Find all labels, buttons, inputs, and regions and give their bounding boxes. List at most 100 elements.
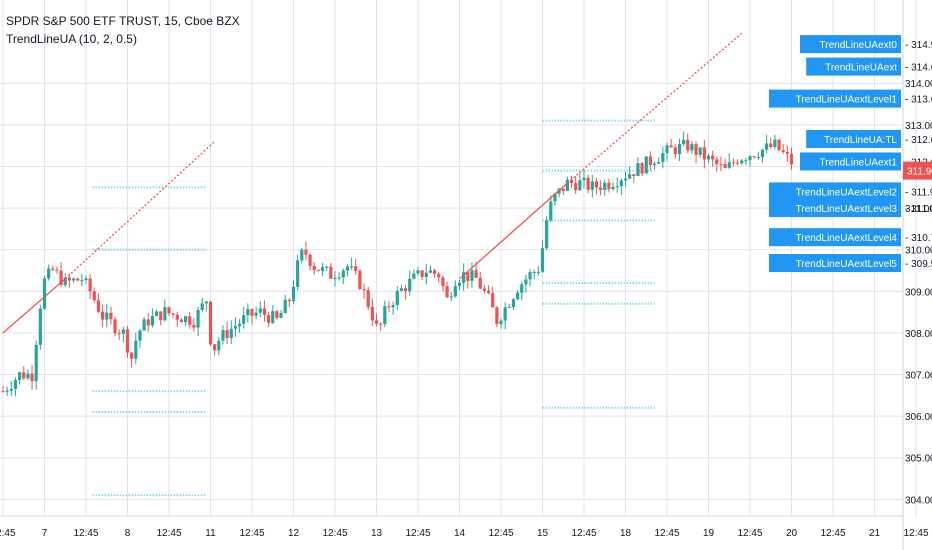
candle-body bbox=[532, 271, 536, 273]
candle-body bbox=[101, 311, 105, 320]
candle-body bbox=[121, 329, 125, 334]
x-tick-label: 21 bbox=[869, 528, 881, 539]
candle-body bbox=[150, 316, 154, 326]
candle-body bbox=[420, 270, 424, 277]
candle-body bbox=[146, 319, 150, 326]
candle-body bbox=[491, 293, 495, 308]
y-tick-label: 310.00 bbox=[905, 246, 932, 257]
candle-body bbox=[171, 313, 175, 315]
candle-body bbox=[213, 344, 217, 351]
candle-body bbox=[673, 147, 677, 155]
candle-body bbox=[142, 319, 146, 331]
indicator-tag-label-bg bbox=[769, 253, 901, 272]
indicator-tag-label-bg bbox=[769, 182, 901, 201]
candle-body bbox=[320, 266, 325, 271]
candle-body bbox=[482, 288, 486, 291]
x-tick-label: 12:45 bbox=[488, 528, 513, 539]
indicator-tag-label: TrendLineUA:TL bbox=[824, 135, 897, 146]
x-tick-label: 12 bbox=[288, 528, 300, 539]
candle-body bbox=[308, 254, 312, 266]
indicator-tag-value: - 314.67 bbox=[905, 63, 932, 74]
current-price-bg bbox=[903, 161, 932, 180]
candle-body bbox=[287, 299, 291, 302]
indicator-tag-value: - 311.00 bbox=[905, 204, 932, 215]
candle-body bbox=[9, 388, 13, 391]
candle-body bbox=[470, 270, 474, 281]
candle-body bbox=[686, 139, 690, 151]
indicator-tag-value: - 314.94 bbox=[905, 40, 932, 51]
y-tick-label: 313.00 bbox=[905, 121, 932, 132]
indicator-tag-label: TrendLineUAextLevel1 bbox=[796, 95, 898, 106]
candle-body bbox=[233, 326, 237, 329]
y-tick-label: 304.00 bbox=[905, 495, 932, 506]
indicator-tag: TrendLineUAextLevel5 - 309.52 bbox=[769, 253, 932, 272]
candle-body bbox=[760, 149, 765, 158]
candle-body bbox=[55, 269, 59, 271]
candle-body bbox=[578, 180, 582, 191]
candle-body bbox=[13, 379, 18, 389]
symbol-title[interactable]: SPDR S&P 500 ETF TRUST, 15, Cboe BZX bbox=[6, 14, 240, 28]
candle-body bbox=[785, 151, 789, 154]
candle-body bbox=[503, 307, 507, 321]
candle-body bbox=[237, 323, 242, 327]
candle-body bbox=[669, 145, 673, 148]
y-tick-label: 309.00 bbox=[905, 287, 932, 298]
indicator-tag-label-bg bbox=[800, 152, 901, 171]
current-price-tag: 311.90 bbox=[903, 161, 932, 180]
indicator-tag: TrendLineUAextLevel4 - 310.72 bbox=[769, 228, 932, 247]
candle-body bbox=[63, 277, 67, 285]
candle-body bbox=[316, 269, 320, 271]
price-axis[interactable]: 304.00 305.00 306.00 307.00 308.00 309.00 310.… bbox=[902, 0, 932, 550]
candle-body bbox=[781, 150, 785, 152]
x-tick-label: 12:45 bbox=[322, 528, 347, 539]
candle-body bbox=[71, 278, 76, 281]
indicator-tag-label-bg bbox=[806, 57, 901, 76]
candle-body bbox=[540, 248, 545, 272]
time-axis[interactable]: 12:45 7 12:45 8 12:45 11 12:45 12 12:45 13 12:45 14… bbox=[0, 515, 929, 539]
candle-body bbox=[22, 372, 26, 379]
candle-body bbox=[51, 268, 55, 270]
candle-body bbox=[403, 288, 408, 292]
candle-body bbox=[296, 260, 300, 287]
candle-body bbox=[374, 320, 379, 324]
candle-body bbox=[130, 352, 134, 359]
x-tick-label: 12:45 bbox=[737, 528, 762, 539]
x-tick-label: 12:45 bbox=[73, 528, 98, 539]
candle-body bbox=[565, 179, 569, 191]
candle-body bbox=[582, 177, 586, 181]
candle-body bbox=[511, 299, 516, 307]
candle-body bbox=[715, 159, 719, 165]
x-tick-label: 12:45 bbox=[405, 528, 430, 539]
candle-body bbox=[42, 278, 47, 309]
candle-body bbox=[337, 277, 341, 279]
candle-body bbox=[657, 161, 661, 164]
candle-body bbox=[267, 314, 271, 323]
candle-body bbox=[773, 139, 777, 148]
candle-body bbox=[18, 372, 22, 380]
candle-body bbox=[623, 178, 628, 181]
current-price-label: 311.90 bbox=[907, 167, 932, 178]
indicator-tag-label: TrendLineUAextLevel5 bbox=[796, 259, 898, 270]
indicator-tag-label: TrendLineUAextLevel2 bbox=[796, 187, 898, 198]
candle-body bbox=[383, 306, 387, 325]
candle-body bbox=[528, 272, 532, 280]
candle-body bbox=[644, 156, 648, 174]
candle-body bbox=[387, 306, 391, 308]
candle-body bbox=[735, 162, 740, 164]
candle-body bbox=[682, 139, 686, 144]
candle-body bbox=[428, 270, 433, 273]
candle-body bbox=[603, 182, 607, 190]
candle-body bbox=[599, 187, 603, 190]
candle-body bbox=[175, 314, 179, 320]
indicator-tag-value: - 311.92 bbox=[905, 187, 932, 198]
candle-body bbox=[748, 156, 752, 161]
candle-body bbox=[395, 290, 399, 306]
candle-body bbox=[138, 330, 142, 341]
candle-body bbox=[723, 164, 727, 168]
indicator-tag-label-bg bbox=[769, 228, 901, 247]
indicator-title[interactable]: TrendLineUA (10, 2, 0.5) bbox=[6, 32, 137, 46]
candle-body bbox=[304, 249, 308, 255]
indicator-tag-value: - 310.72 bbox=[905, 233, 932, 244]
candle-body bbox=[615, 186, 619, 188]
